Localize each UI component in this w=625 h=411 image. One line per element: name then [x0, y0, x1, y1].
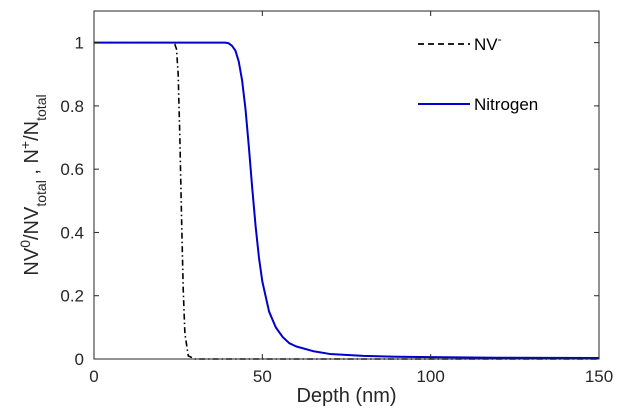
x-axis-label: Depth (nm): [296, 385, 396, 407]
legend: NV- Nitrogen: [418, 32, 538, 114]
y-tick-label: 0.6: [60, 160, 84, 179]
x-tick-label: 100: [416, 367, 444, 386]
label-layer: 0 50 100 150 0 0.2 0.4 0.6 0.8 1 Depth (nm) NV0/NVt…: [17, 34, 613, 407]
legend-label-nv-minus: NV-: [474, 32, 502, 54]
legend-label-nitrogen: Nitrogen: [474, 95, 538, 114]
y-tick-label: 0.4: [60, 223, 84, 242]
plot-frame: [93, 10, 600, 360]
y-axis-label: NV0/NVtotal , N+/Ntotal: [17, 94, 49, 275]
y-tick-label: 0.2: [60, 287, 84, 306]
x-tick-label: 0: [89, 367, 98, 386]
series-line-nitrogen: [94, 41, 600, 360]
y-tick-label: 0: [75, 350, 84, 369]
x-tick-label: 50: [253, 367, 272, 386]
tick-layer: [93, 11, 600, 360]
y-tick-label: 1: [75, 34, 84, 53]
y-tick-label: 0.8: [60, 97, 84, 116]
plot-area-background: [94, 11, 599, 359]
x-tick-label: 150: [585, 367, 613, 386]
